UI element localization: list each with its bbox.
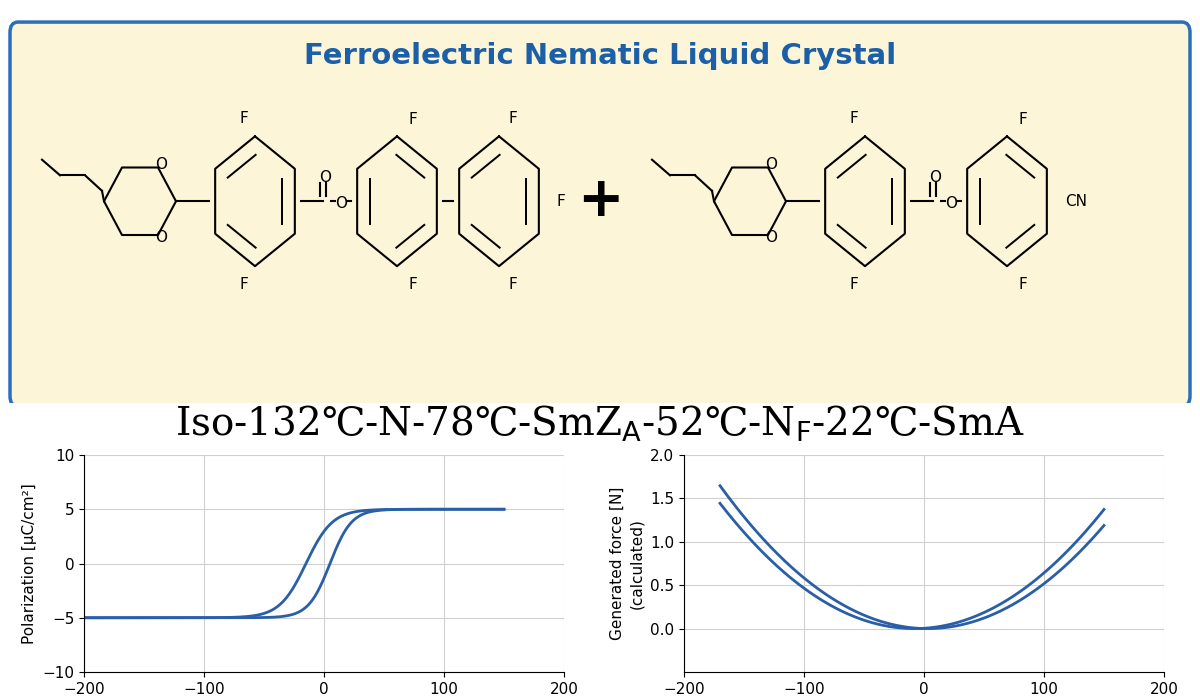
Text: F: F bbox=[239, 276, 248, 292]
Text: O: O bbox=[335, 196, 347, 211]
Text: O: O bbox=[155, 230, 167, 245]
FancyBboxPatch shape bbox=[10, 22, 1190, 407]
Text: F: F bbox=[850, 111, 858, 126]
Text: F: F bbox=[1019, 276, 1027, 292]
Text: O: O bbox=[929, 170, 941, 186]
Text: F: F bbox=[409, 276, 418, 292]
Text: F: F bbox=[850, 276, 858, 292]
Text: F: F bbox=[239, 111, 248, 126]
Text: Ferroelectric Nematic Liquid Crystal: Ferroelectric Nematic Liquid Crystal bbox=[304, 41, 896, 69]
Text: F: F bbox=[557, 194, 565, 209]
Text: Iso-132$\mathregular{℃}$-N-78$\mathregular{℃}$-SmZ$_\mathrm{A}$-52$\mathregular{: Iso-132$\mathregular{℃}$-N-78$\mathregul… bbox=[175, 403, 1025, 444]
Text: F: F bbox=[409, 112, 418, 127]
Y-axis label: Polarization [μC/cm²]: Polarization [μC/cm²] bbox=[22, 483, 37, 644]
Text: F: F bbox=[509, 276, 517, 292]
Text: CN: CN bbox=[1066, 194, 1087, 209]
Text: O: O bbox=[766, 230, 778, 245]
Text: +: + bbox=[577, 174, 623, 228]
Text: O: O bbox=[155, 158, 167, 172]
Text: O: O bbox=[319, 170, 331, 186]
Text: O: O bbox=[766, 158, 778, 172]
Text: O: O bbox=[946, 196, 958, 211]
Text: F: F bbox=[1019, 112, 1027, 127]
Text: F: F bbox=[509, 111, 517, 126]
Y-axis label: Generated force [N]
(calculated): Generated force [N] (calculated) bbox=[610, 486, 644, 640]
